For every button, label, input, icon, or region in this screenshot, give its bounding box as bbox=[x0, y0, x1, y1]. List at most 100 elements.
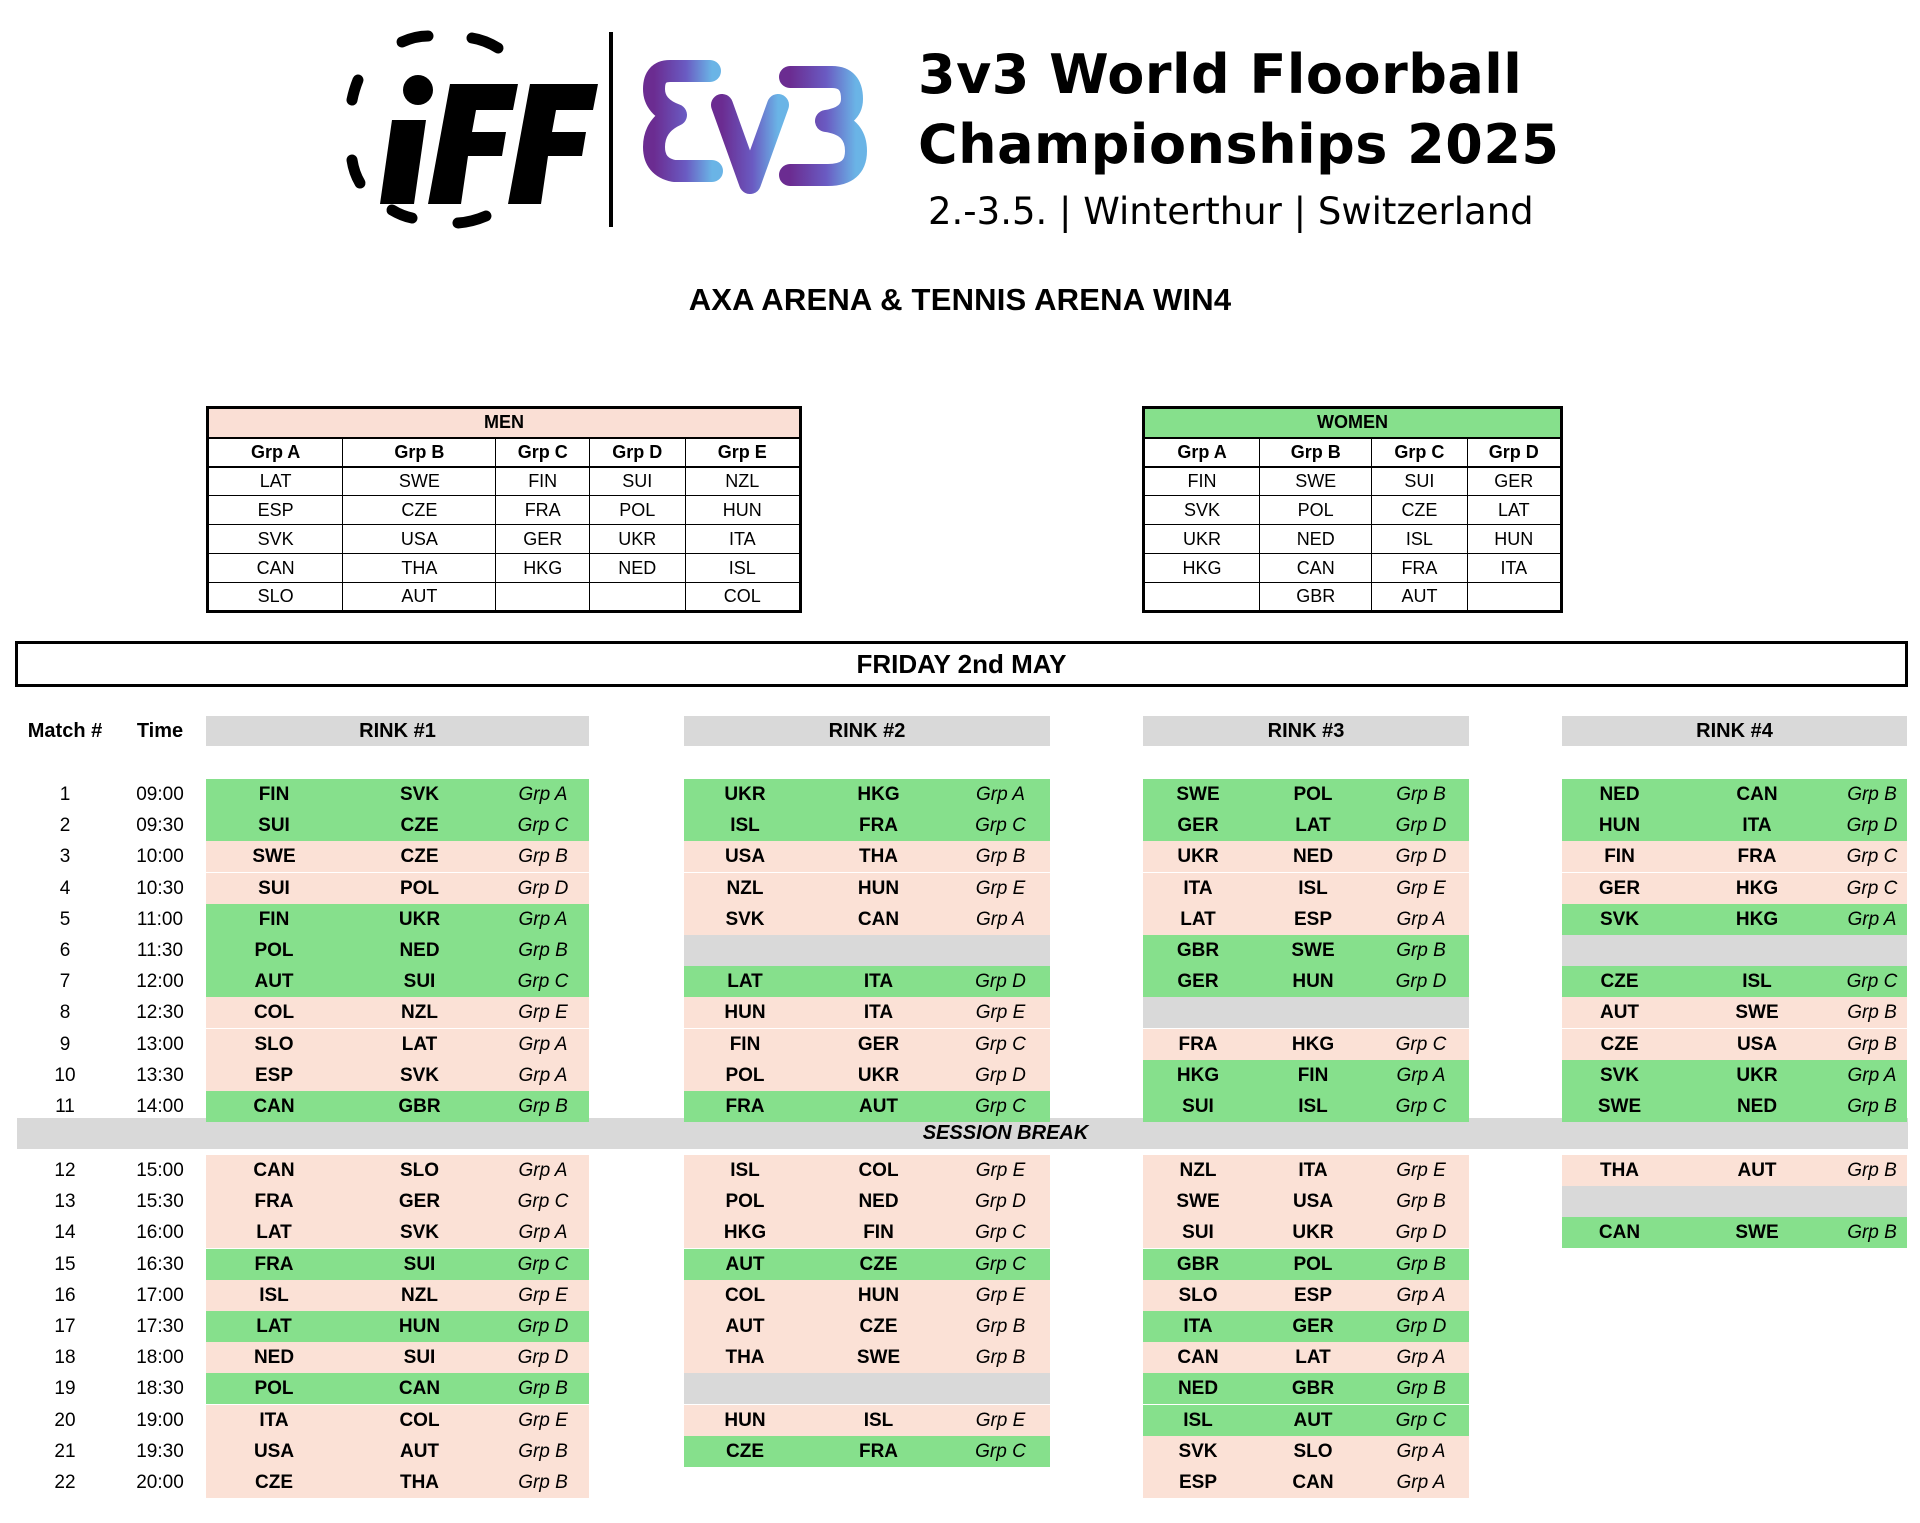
away-team: HUN bbox=[1292, 971, 1334, 993]
match-slot: SVK UKR Grp A bbox=[1562, 1059, 1907, 1091]
group-label: Grp A bbox=[518, 1222, 568, 1244]
women-table-row: UKR NED ISL HUN bbox=[1142, 524, 1563, 554]
home-team: SVK bbox=[1599, 1064, 1640, 1086]
men-team-cell: ISL bbox=[684, 553, 802, 583]
time-header: Time bbox=[136, 720, 184, 742]
match-slot: FRA SUI Grp C bbox=[206, 1248, 589, 1280]
home-team: GBR bbox=[1176, 1253, 1220, 1275]
men-team-cell: USA bbox=[342, 524, 497, 554]
away-team: USA bbox=[1292, 1191, 1334, 1213]
men-team-cell: SLO bbox=[206, 582, 344, 612]
women-table-row: HKG CAN FRA ITA bbox=[1142, 553, 1563, 583]
away-team: CAN bbox=[1736, 784, 1778, 805]
group-label: Grp A bbox=[1847, 908, 1897, 930]
header-divider bbox=[609, 32, 613, 227]
away-team: LAT bbox=[1295, 1347, 1331, 1369]
group-label: Grp E bbox=[975, 1002, 1026, 1024]
home-team: POL bbox=[254, 940, 294, 961]
home-team: ITA bbox=[1183, 1316, 1213, 1337]
match-slot: SWE NED Grp B bbox=[1562, 1091, 1907, 1122]
women-team-cell: GBR bbox=[1259, 582, 1373, 612]
group-label: Grp D bbox=[1395, 1222, 1447, 1244]
away-team: CAN bbox=[398, 1378, 441, 1400]
match-number: 20 bbox=[54, 1409, 76, 1431]
match-time: 20:00 bbox=[136, 1472, 184, 1493]
home-team: LAT bbox=[256, 1222, 292, 1244]
home-team: HUN bbox=[724, 1002, 766, 1024]
group-label: Grp B bbox=[975, 1316, 1026, 1337]
home-team: UKR bbox=[724, 784, 766, 805]
match-number-header: Match # bbox=[27, 720, 103, 742]
match-number: 7 bbox=[59, 971, 71, 993]
match-slot: ISL NZL Grp E bbox=[206, 1279, 589, 1311]
match-number: 13 bbox=[54, 1191, 76, 1213]
match-slot: ITA GER Grp D bbox=[1143, 1311, 1469, 1342]
away-team: SWE bbox=[1735, 1002, 1779, 1024]
group-label: Grp D bbox=[1395, 971, 1447, 993]
away-team: THA bbox=[858, 846, 899, 868]
match-number: 21 bbox=[54, 1440, 76, 1462]
home-team: SVK bbox=[1178, 1440, 1218, 1462]
away-team: HKG bbox=[1291, 1033, 1335, 1055]
match-slot: NED SUI Grp D bbox=[206, 1342, 589, 1374]
women-team-cell: CAN bbox=[1259, 553, 1373, 583]
home-team: HUN bbox=[724, 1409, 766, 1431]
away-team: USA bbox=[1736, 1033, 1778, 1055]
away-team: POL bbox=[1293, 784, 1333, 805]
home-team: NED bbox=[253, 1347, 295, 1369]
group-label: Grp A bbox=[1396, 1472, 1446, 1493]
home-team: POL bbox=[725, 1191, 765, 1213]
group-label: Grp C bbox=[975, 1440, 1026, 1462]
men-team-cell: COL bbox=[684, 582, 802, 612]
match-slot: AUT CZE Grp C bbox=[684, 1248, 1050, 1280]
rink-3-header: RINK #3 bbox=[1143, 716, 1469, 746]
away-team: CAN bbox=[1292, 1472, 1334, 1493]
match-slot: GER LAT Grp D bbox=[1143, 810, 1469, 842]
away-team: UKR bbox=[857, 1064, 900, 1086]
group-label: Grp D bbox=[1846, 815, 1898, 837]
group-label: Grp E bbox=[518, 1002, 568, 1024]
match-slot: THA AUT Grp B bbox=[1562, 1155, 1907, 1186]
iff-logo bbox=[340, 28, 600, 233]
women-table-row: FIN SWE SUI GER bbox=[1142, 466, 1563, 496]
men-table-title: MEN bbox=[207, 407, 801, 439]
match-number: 5 bbox=[59, 908, 71, 930]
group-label: Grp C bbox=[517, 1253, 569, 1275]
empty-slot bbox=[1562, 935, 1907, 966]
match-slot: SUI CZE Grp C bbox=[206, 810, 589, 842]
group-label: Grp B bbox=[518, 846, 568, 868]
away-team: NED bbox=[858, 1191, 899, 1213]
men-group-header: Grp E bbox=[684, 437, 802, 468]
match-time: 17:00 bbox=[136, 1284, 184, 1306]
match-slot: POL UKR Grp D bbox=[684, 1059, 1050, 1091]
match-slot: LAT HUN Grp D bbox=[206, 1311, 589, 1342]
group-label: Grp A bbox=[518, 908, 568, 930]
home-team: UKR bbox=[1177, 846, 1219, 868]
women-team-cell: UKR bbox=[1142, 524, 1261, 554]
rink-1-header: RINK #1 bbox=[206, 716, 589, 746]
match-number: 16 bbox=[54, 1284, 76, 1306]
home-team: ESP bbox=[254, 1064, 294, 1086]
women-team-cell: HKG bbox=[1142, 553, 1261, 583]
men-team-cell bbox=[495, 582, 590, 612]
group-label: Grp B bbox=[975, 846, 1026, 868]
home-team: THA bbox=[725, 1347, 765, 1369]
men-team-cell: SWE bbox=[342, 466, 497, 496]
group-label: Grp C bbox=[975, 1222, 1026, 1244]
away-team: NED bbox=[399, 940, 440, 961]
home-team: USA bbox=[724, 846, 766, 868]
away-team: AUT bbox=[399, 1440, 440, 1462]
away-team: GER bbox=[857, 1033, 900, 1055]
group-label: Grp C bbox=[975, 1033, 1026, 1055]
home-team: NZL bbox=[1179, 1160, 1217, 1181]
match-slot: ITA COL Grp E bbox=[206, 1404, 589, 1436]
women-team-cell: SVK bbox=[1142, 495, 1261, 525]
empty-slot bbox=[1562, 1186, 1907, 1218]
women-team-cell: FRA bbox=[1371, 553, 1468, 583]
group-label: Grp C bbox=[975, 1096, 1026, 1117]
home-team: CZE bbox=[255, 1472, 293, 1493]
away-team: SLO bbox=[399, 1160, 440, 1181]
group-label: Grp A bbox=[976, 908, 1025, 930]
match-slot: UKR NED Grp D bbox=[1143, 841, 1469, 873]
home-team: CZE bbox=[1600, 1033, 1639, 1055]
